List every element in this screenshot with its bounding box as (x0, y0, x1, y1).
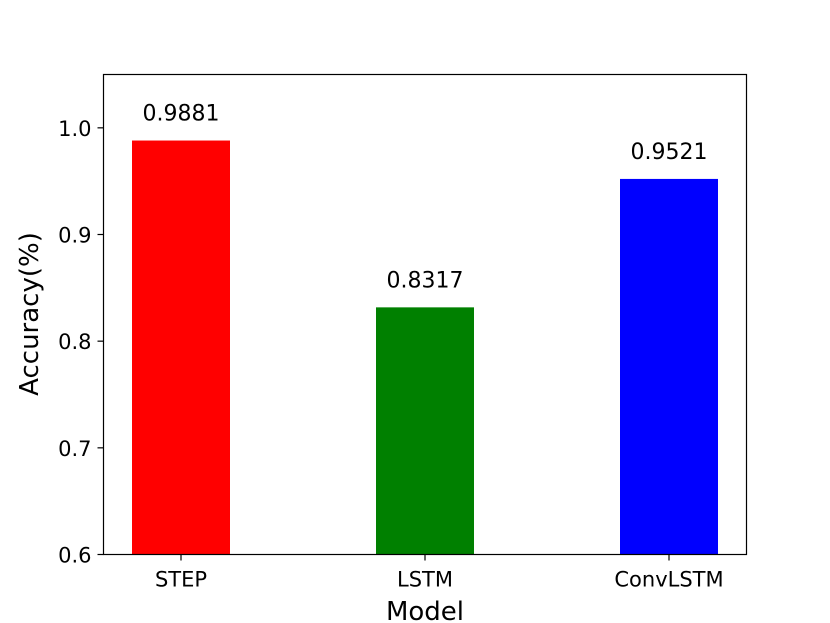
y-tick-label: 0.6 (58, 544, 91, 568)
x-axis-label: Model (386, 597, 464, 623)
x-tick-label-convlstm: ConvLSTM (614, 568, 723, 592)
y-axis: 0.6 0.7 0.8 0.9 1.0 (58, 117, 104, 568)
bars-group (132, 140, 718, 555)
y-tick-label: 0.7 (58, 437, 91, 461)
y-axis-label: Accuracy(%) (15, 232, 45, 396)
y-tick-label: 1.0 (58, 117, 91, 141)
y-tick-label: 0.9 (58, 224, 91, 248)
value-label-step: 0.9881 (143, 102, 220, 127)
value-label-lstm: 0.8317 (387, 268, 464, 293)
value-labels-group: 0.9881 0.8317 0.9521 (143, 102, 708, 294)
plot-frame (102, 73, 748, 556)
bar-convlstm (620, 178, 718, 555)
bar-step (132, 140, 230, 555)
x-tick-label-lstm: LSTM (397, 568, 453, 592)
x-axis: STEP LSTM ConvLSTM (155, 554, 724, 592)
y-tick-label: 0.8 (58, 330, 91, 354)
x-tick-label-step: STEP (155, 568, 207, 592)
value-label-convlstm: 0.9521 (631, 140, 708, 165)
bar-lstm (376, 307, 474, 555)
